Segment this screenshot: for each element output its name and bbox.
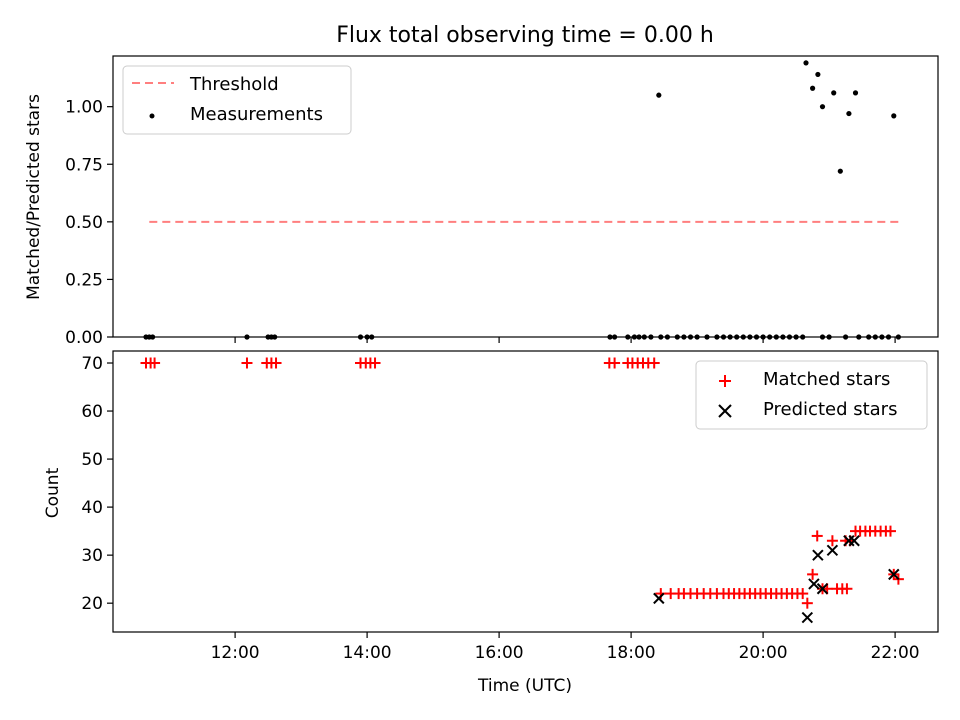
matched-star-point [884, 525, 896, 537]
bottom-panel: 20 30 40 50 60 70 12:00 14:00 16:00 18:00 20:00 22… [43, 350, 939, 696]
matched-star-point [797, 588, 809, 600]
measurement-point [846, 110, 852, 117]
predicted-star-point [812, 549, 824, 561]
bottom-y-axis-label: Count [43, 467, 63, 518]
predicted-star-point [888, 568, 900, 581]
matched-star-point [841, 583, 853, 595]
matched-star-point [241, 357, 253, 369]
legend-predicted-label: Predicted stars [763, 399, 897, 420]
y-tick-label: 1.00 [65, 98, 103, 118]
predicted-star-point [826, 544, 839, 557]
x-axis-label: Time (UTC) [477, 676, 572, 696]
chart-title: Flux total observing time = 0.00 h [336, 23, 714, 48]
bottom-plot-frame [112, 350, 939, 633]
bottom-legend: Matched stars Predicted stars [695, 360, 928, 430]
y-tick-label: 40 [81, 498, 103, 518]
legend-measurements-label: Measurements [190, 104, 323, 125]
matched-star-point [609, 357, 621, 369]
y-tick-label: 0.00 [65, 328, 103, 348]
y-tick-label: 30 [81, 546, 103, 566]
measurement-point [852, 90, 859, 96]
top-y-axis: 0.00 0.25 0.50 0.75 1.00 [65, 98, 113, 348]
top-plot-frame [112, 55, 939, 338]
x-tick-label: 18:00 [607, 643, 656, 663]
top-y-axis-label: Matched/Predicted stars [24, 94, 44, 300]
bottom-y-axis: 20 30 40 50 60 70 [81, 354, 113, 614]
y-tick-label: 20 [81, 594, 103, 614]
x-tick-label: 20:00 [739, 643, 788, 663]
measurement-point [656, 92, 662, 98]
matched-star-point [807, 568, 819, 580]
predicted-star-point [801, 611, 814, 624]
legend-matched-swatch [719, 375, 731, 387]
matched-star-point [811, 530, 823, 542]
x-tick-label: 12:00 [211, 643, 260, 663]
predicted-star-point [808, 578, 820, 590]
x-tick-label: 16:00 [475, 643, 524, 663]
predicted-star-point [816, 583, 829, 595]
bottom-x-axis: 12:00 14:00 16:00 18:00 20:00 22:00 [211, 632, 920, 663]
matched-star-point [369, 357, 381, 369]
matched-star-point [648, 357, 660, 369]
x-tick-label: 14:00 [343, 643, 392, 663]
measurement-point [815, 71, 821, 78]
x-tick-label: 22:00 [871, 643, 920, 663]
measurement-point [831, 90, 837, 96]
legend-matched-label: Matched stars [763, 369, 890, 390]
predicted-star-point [653, 592, 665, 605]
predicted-star-point [848, 535, 860, 547]
y-tick-label: 0.25 [65, 270, 103, 290]
stars-layer [140, 357, 904, 624]
measurement-point [891, 113, 897, 119]
y-tick-label: 70 [81, 354, 103, 374]
top-panel: 0.00 0.25 0.50 0.75 1.00 Matched/Predicted s… [24, 55, 939, 348]
matched-star-point [149, 357, 161, 369]
top-legend: Threshold Measurements [122, 65, 352, 135]
bottom-legend-box [695, 360, 928, 430]
measurement-point [803, 60, 809, 66]
measurement-point [810, 85, 816, 91]
legend-measurements-swatch [149, 113, 155, 119]
matched-star-point [270, 357, 282, 369]
measurement-point [819, 104, 826, 110]
legend-predicted-swatch [718, 404, 732, 418]
y-tick-label: 0.75 [65, 155, 103, 175]
measurement-point [837, 168, 843, 174]
y-tick-label: 50 [81, 450, 103, 470]
matched-star-point [826, 535, 838, 547]
top-x-axis [234, 337, 896, 343]
matched-star-point [801, 597, 813, 609]
y-tick-label: 60 [81, 402, 103, 422]
top-legend-box [122, 65, 352, 135]
legend-threshold-label: Threshold [189, 74, 279, 95]
y-tick-label: 0.50 [65, 213, 103, 233]
